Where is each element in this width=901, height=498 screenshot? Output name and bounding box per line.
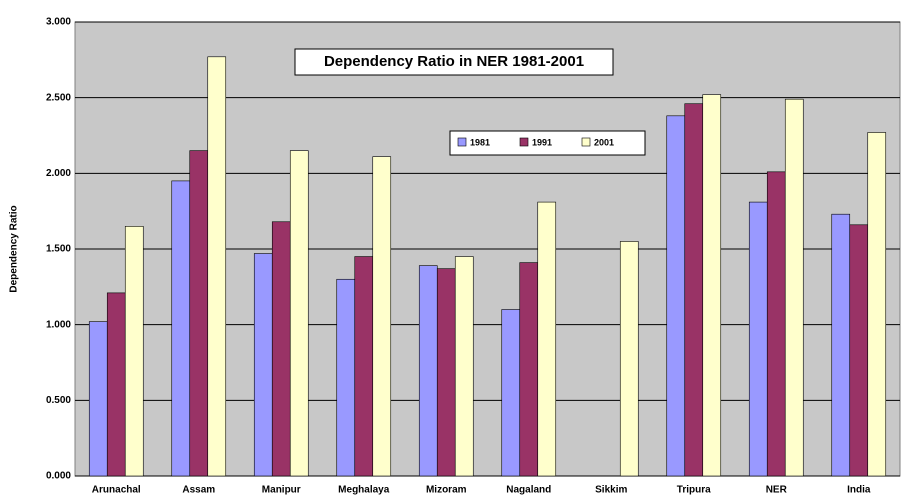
x-tick-label: Nagaland <box>506 485 551 496</box>
legend-label: 1981 <box>470 137 490 147</box>
bar <box>619 241 639 477</box>
y-tick-label: 1.000 <box>46 319 71 330</box>
x-tick-label: Manipur <box>262 485 301 496</box>
chart-title: Dependency Ratio in NER 1981-2001 <box>324 53 584 70</box>
bar <box>501 309 521 477</box>
title-box <box>294 48 614 76</box>
bar <box>684 103 704 477</box>
bar <box>454 256 474 477</box>
bar <box>666 115 686 477</box>
bar <box>372 156 392 477</box>
y-tick-label: 2.000 <box>46 168 71 179</box>
legend-swatch <box>581 137 591 147</box>
x-tick-label: Arunachal <box>92 485 141 496</box>
bar <box>831 213 851 477</box>
x-tick-label: Mizoram <box>426 485 467 496</box>
legend-swatch <box>519 137 529 147</box>
x-tick-label: NER <box>766 485 788 496</box>
bar <box>189 150 209 477</box>
bar <box>766 171 786 477</box>
bar <box>271 221 291 477</box>
y-tick-label: 3.000 <box>46 17 71 28</box>
bar <box>537 201 557 477</box>
bar <box>418 265 438 477</box>
bar <box>124 226 144 477</box>
bar <box>436 268 456 477</box>
bar <box>867 132 887 477</box>
y-tick-label: 2.500 <box>46 92 71 103</box>
bar <box>336 278 356 477</box>
y-axis-label: Dependency Ratio <box>9 205 20 292</box>
legend <box>449 130 646 156</box>
y-tick-label: 0.500 <box>46 395 71 406</box>
x-tick-label: Assam <box>182 485 215 496</box>
y-tick-label: 1.500 <box>46 244 71 255</box>
bar <box>748 201 768 477</box>
legend-swatch <box>457 137 467 147</box>
x-tick-label: Sikkim <box>595 485 627 496</box>
bar <box>171 180 191 477</box>
bar <box>106 292 126 477</box>
bar <box>88 321 108 477</box>
bar <box>519 262 539 477</box>
x-tick-label: India <box>847 485 871 496</box>
bar <box>289 150 309 477</box>
bar <box>702 94 722 477</box>
x-tick-label: Tripura <box>677 485 711 496</box>
legend-label: 2001 <box>594 137 614 147</box>
x-tick-label: Meghalaya <box>338 485 390 496</box>
bar <box>354 256 374 477</box>
bar <box>253 253 273 477</box>
bar <box>849 224 869 477</box>
bar <box>784 98 804 477</box>
y-tick-label: 0.000 <box>46 471 71 482</box>
legend-label: 1991 <box>532 137 552 147</box>
bar <box>207 56 227 477</box>
